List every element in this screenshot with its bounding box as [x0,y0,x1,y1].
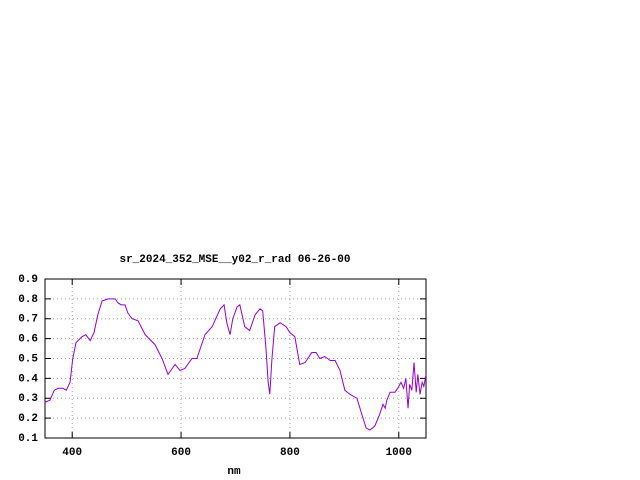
data-line [44,298,427,431]
y-tick-label: 0.6 [18,334,38,346]
y-tick-label: 0.8 [18,294,38,306]
y-tick-label: 0.5 [18,353,38,365]
x-tick-label: 400 [62,447,82,459]
plot-border [44,278,427,439]
chart-title: sr_2024_352_MSE__y02_r_rad 06-26-00 [119,254,350,266]
x-tick-label: 600 [171,447,191,459]
y-tick-label: 0.7 [18,314,38,326]
y-tick-label: 0.3 [18,393,38,405]
x-tick-label: 1000 [386,447,412,459]
x-axis-label: nm [227,466,241,478]
y-tick-label: 0.1 [18,433,38,445]
x-tick-label: 800 [280,447,300,459]
y-tick-label: 0.4 [18,373,38,385]
y-tick-label: 0.2 [18,413,38,425]
y-tick-label: 0.9 [18,274,38,286]
